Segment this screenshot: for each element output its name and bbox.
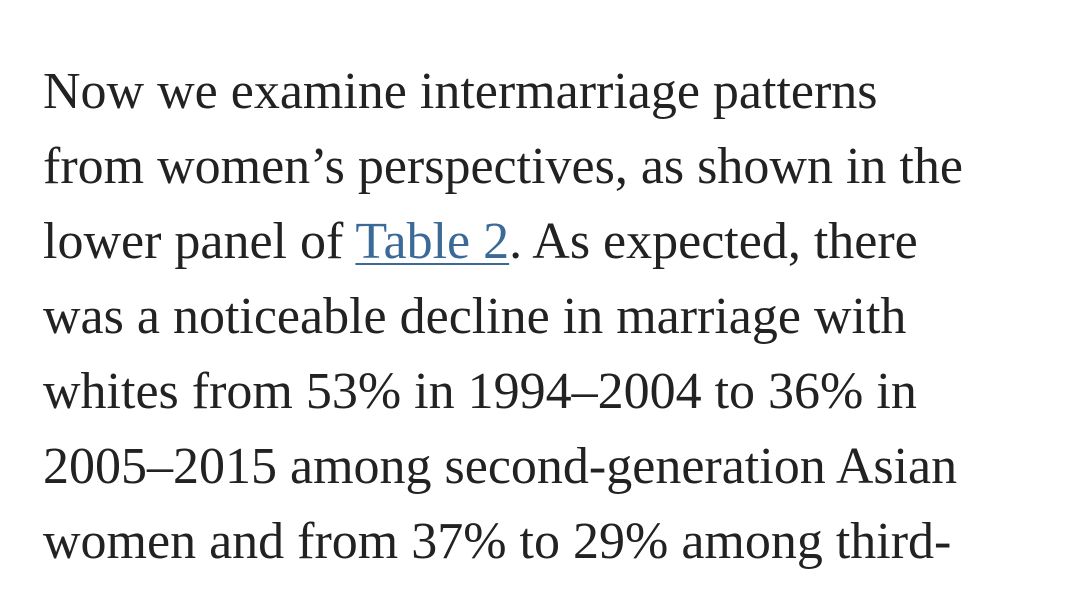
text-line: from women’s perspectives, as shown in t… xyxy=(43,138,963,195)
text-line: 2005–2015 among second-generation Asian xyxy=(43,438,958,495)
text-line: whites from 53% in 1994–2004 to 36% in xyxy=(43,363,917,420)
text-segment: lower panel of xyxy=(43,213,356,270)
text-segment: . As expected, there xyxy=(509,213,918,270)
text-line: was a noticeable decline in marriage wit… xyxy=(43,288,907,345)
table-link[interactable]: Table 2 xyxy=(355,213,510,270)
text-line: Now we examine intermarriage patterns xyxy=(43,63,878,120)
text-line: women and from 37% to 29% among third- xyxy=(43,513,952,570)
text-line: lower panel of Table 2. As expected, the… xyxy=(43,204,918,279)
